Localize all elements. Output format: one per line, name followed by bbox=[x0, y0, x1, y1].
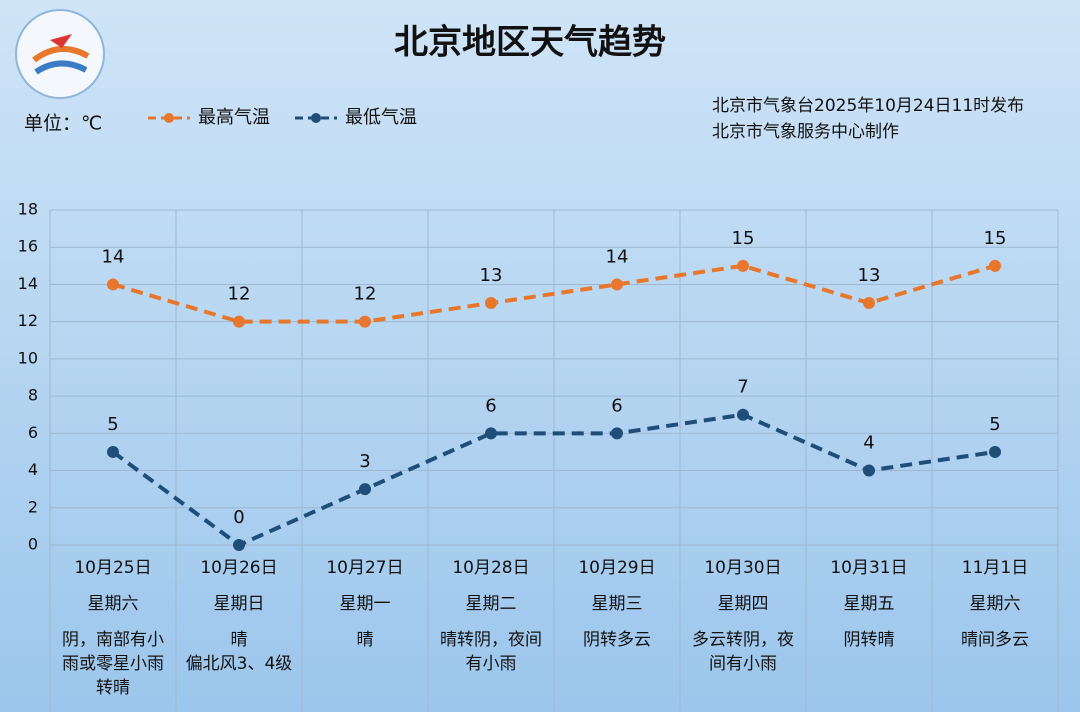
y-tick-label: 14 bbox=[18, 274, 38, 293]
y-tick-label: 12 bbox=[18, 311, 38, 330]
weekday: 星期六 bbox=[87, 594, 139, 614]
date: 10月31日 bbox=[830, 558, 908, 578]
date: 10月29日 bbox=[578, 558, 656, 578]
date: 10月26日 bbox=[200, 558, 278, 578]
weekday: 星期一 bbox=[339, 594, 391, 614]
date: 10月25日 bbox=[74, 558, 152, 578]
forecast: 晴间多云 bbox=[961, 630, 1029, 650]
legend-label: 最高气温 bbox=[198, 107, 270, 128]
y-tick-label: 0 bbox=[28, 535, 38, 554]
point bbox=[107, 445, 119, 458]
y-tick-label: 4 bbox=[28, 460, 38, 479]
point bbox=[863, 297, 875, 310]
point bbox=[737, 408, 749, 421]
forecast: 阴，南部有小雨或零星小雨转晴 bbox=[62, 630, 164, 698]
point bbox=[611, 278, 623, 291]
date: 11月1日 bbox=[961, 558, 1029, 578]
source: 北京市气象台2025年10月24日11时发布 bbox=[712, 96, 1024, 116]
data-label: 15 bbox=[984, 228, 1007, 249]
point bbox=[485, 427, 497, 440]
data-label: 6 bbox=[485, 395, 496, 416]
point bbox=[485, 297, 497, 310]
point bbox=[737, 259, 749, 272]
line bbox=[112, 263, 996, 324]
y-tick-label: 8 bbox=[28, 386, 38, 405]
point bbox=[611, 427, 623, 440]
weekday: 星期日 bbox=[213, 594, 265, 614]
weekday: 星期二 bbox=[465, 594, 517, 614]
legend-label: 最低气温 bbox=[345, 107, 417, 128]
weekday: 星期五 bbox=[843, 594, 895, 614]
data-label: 5 bbox=[107, 414, 118, 435]
forecast: 晴 bbox=[230, 630, 248, 650]
forecast: 晴转阴，夜间有小雨 bbox=[440, 630, 542, 674]
data-label: 6 bbox=[611, 395, 622, 416]
date: 10月30日 bbox=[704, 558, 782, 578]
data-label: 7 bbox=[737, 377, 748, 398]
data-label: 13 bbox=[480, 265, 503, 286]
y-tick-label: 2 bbox=[28, 497, 38, 516]
y-tick-label: 16 bbox=[18, 237, 38, 256]
forecast: 多云转阴，夜间有小雨 bbox=[692, 630, 794, 674]
date: 10月27日 bbox=[326, 558, 404, 578]
title: 北京地区天气趋势 bbox=[394, 23, 666, 63]
data-label: 3 bbox=[359, 451, 370, 472]
data-label: 12 bbox=[354, 284, 377, 305]
point bbox=[989, 445, 1001, 458]
data-label: 14 bbox=[606, 246, 629, 267]
data-label: 4 bbox=[863, 433, 874, 454]
y-tick-label: 6 bbox=[28, 423, 38, 442]
point bbox=[233, 315, 245, 328]
point bbox=[863, 464, 875, 477]
y-tick-label: 10 bbox=[18, 348, 38, 367]
source: 北京市气象服务中心制作 bbox=[712, 122, 899, 142]
legend-dot bbox=[164, 113, 174, 123]
unit: 单位：℃ bbox=[24, 113, 102, 135]
point bbox=[107, 278, 119, 291]
y-tick-label: 18 bbox=[18, 200, 38, 219]
point bbox=[989, 259, 1001, 272]
logo bbox=[15, 9, 105, 99]
data-label: 5 bbox=[989, 414, 1000, 435]
weekday: 星期三 bbox=[591, 594, 643, 614]
weekday: 星期四 bbox=[717, 594, 769, 614]
forecast: 晴 bbox=[356, 630, 374, 650]
weekday: 星期六 bbox=[969, 594, 1021, 614]
point bbox=[233, 539, 245, 551]
data-label: 12 bbox=[228, 284, 251, 305]
forecast: 偏北风3、4级 bbox=[185, 654, 293, 674]
forecast: 阴转多云 bbox=[583, 630, 651, 650]
legend-dot bbox=[311, 113, 321, 123]
date: 10月28日 bbox=[452, 558, 530, 578]
data-label: 13 bbox=[858, 265, 881, 286]
data-label: 14 bbox=[102, 246, 125, 267]
point bbox=[359, 315, 371, 328]
point bbox=[359, 483, 371, 496]
line bbox=[111, 412, 996, 548]
forecast: 阴转晴 bbox=[843, 630, 895, 650]
data-label: 15 bbox=[732, 228, 755, 249]
data-label: 0 bbox=[233, 507, 244, 528]
